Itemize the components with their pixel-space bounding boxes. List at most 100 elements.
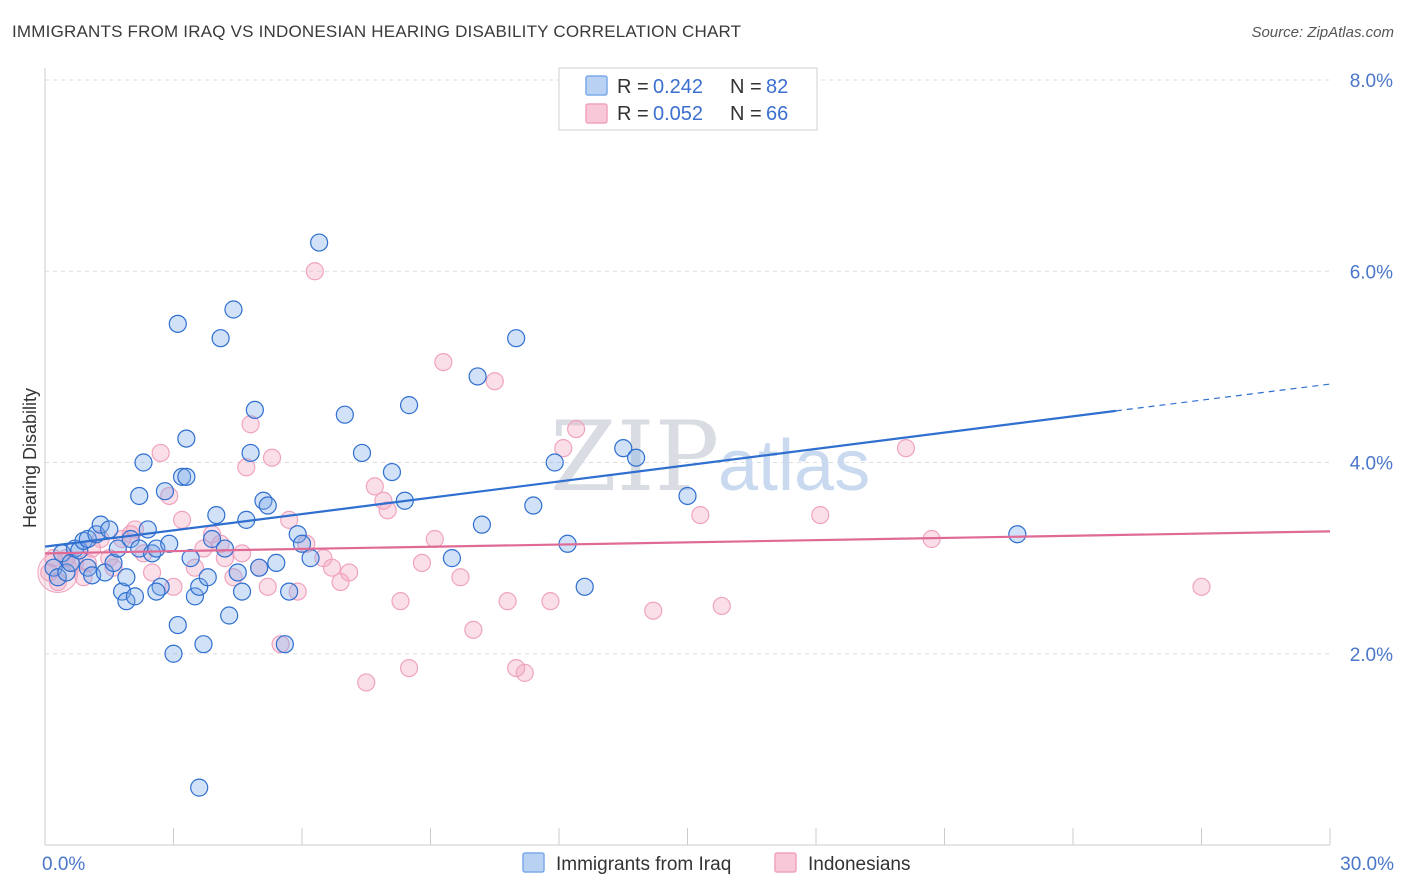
y-tick-label-6: 6.0% (1350, 262, 1393, 283)
iraq-point (224, 300, 243, 319)
iraq-point (194, 635, 213, 654)
iraq-point (207, 505, 226, 525)
iraq-point (241, 443, 260, 463)
indonesians-point (232, 544, 252, 563)
indonesians-point (391, 592, 410, 611)
legend-n-value-iraq: 82 (766, 76, 788, 98)
indonesians-point (378, 501, 397, 520)
indonesians-point (142, 563, 162, 582)
y-axis-label: Hearing Disability (20, 388, 40, 528)
iraq-point (228, 563, 247, 582)
indonesians-point (305, 262, 324, 281)
y-tick-labels: 2.0% 4.0% 6.0% 8.0% (1350, 71, 1393, 666)
iraq-point (91, 515, 110, 534)
indonesians-point (185, 558, 205, 577)
iraq-point (507, 329, 526, 348)
series-legend-swatch-indonesians[interactable] (774, 852, 797, 873)
iraq-point (160, 534, 179, 553)
indonesians-point (271, 635, 290, 654)
iraq-point (100, 520, 119, 539)
series-legend-label-indonesians[interactable]: Indonesians (808, 854, 910, 875)
indonesians-point (241, 415, 260, 434)
iraq-point (172, 467, 192, 486)
iraq-point (468, 367, 487, 386)
indonesians-point (237, 458, 256, 477)
correlation-legend: R = 0.242 N = 82 R = 0.052 N = 66 (558, 67, 818, 131)
indonesians-point (811, 505, 830, 525)
iraq-point (232, 582, 252, 601)
iraq-point (267, 553, 286, 573)
iraq-point (301, 549, 320, 568)
iraq-point (1008, 525, 1027, 544)
indonesians-point (399, 658, 419, 678)
indonesians-point (451, 568, 470, 587)
indonesians-point (104, 558, 123, 577)
indonesians-point (464, 620, 483, 639)
iraq-point (185, 587, 205, 606)
indonesians-point (262, 448, 282, 467)
iraq-point (198, 568, 217, 587)
indonesians-point (644, 601, 663, 620)
iraq-point (382, 462, 402, 482)
indonesians-point (554, 439, 573, 458)
iraq-point (614, 439, 633, 458)
legend-n-value-indonesians: 66 (766, 103, 788, 125)
legend-r-label-iraq: R = (617, 76, 649, 98)
iraq-point (310, 233, 329, 252)
series-iraq-points (44, 233, 1027, 797)
iraq-point (250, 558, 269, 577)
iraq-point (181, 549, 200, 568)
indonesians-point (172, 510, 192, 529)
iraq-point (147, 582, 166, 601)
iraq-point (117, 592, 136, 611)
iraq-point (472, 515, 491, 534)
iraq-point (177, 429, 196, 448)
iraq-point (215, 539, 234, 558)
iraq-point (117, 568, 136, 587)
indonesians-trend-line (44, 530, 1331, 555)
indonesians-point (151, 443, 170, 463)
x-tick-label-min: 0.0% (42, 854, 85, 875)
indonesians-point (896, 439, 916, 458)
legend-r-value-indonesians: 0.052 (653, 103, 703, 125)
trend-lines (44, 383, 1331, 555)
iraq-point (168, 615, 187, 635)
legend-n-label-iraq: N = (730, 76, 762, 98)
watermark-atlas: atlas (718, 426, 870, 506)
indonesians-point (498, 592, 517, 611)
iraq-point (61, 553, 80, 573)
iraq-point (275, 635, 294, 654)
series-legend: Immigrants from Iraq Indonesians (522, 852, 910, 875)
iraq-point (258, 496, 277, 515)
series-indonesians-points (37, 262, 1211, 692)
iraq-point (352, 443, 372, 463)
iraq-trend-line (44, 409, 1116, 548)
legend-r-value-iraq: 0.242 (653, 76, 703, 98)
indonesians-point (507, 658, 526, 678)
iraq-point (48, 568, 67, 587)
indonesians-point (567, 419, 586, 439)
indonesians-point (434, 352, 453, 372)
iraq-point (335, 405, 354, 424)
indonesians-point (425, 529, 444, 549)
indonesians-point (485, 372, 504, 391)
indonesians-point (365, 477, 384, 496)
indonesians-point (322, 558, 342, 577)
iraq-point (245, 400, 264, 420)
iraq-point (202, 529, 222, 549)
iraq-point (78, 529, 97, 549)
iraq-point (168, 314, 187, 333)
iraq-point (524, 496, 543, 515)
iraq-point (177, 467, 196, 486)
x-tick-marks (173, 828, 1331, 845)
iraq-point (211, 329, 230, 348)
indonesians-point (691, 505, 710, 525)
indonesians-point (164, 577, 183, 596)
indonesians-point (340, 563, 359, 582)
series-legend-swatch-iraq[interactable] (522, 852, 545, 873)
legend-n-label-indonesians: N = (730, 103, 762, 125)
iraq-point (545, 453, 564, 472)
iraq-point (442, 549, 462, 568)
series-legend-label-iraq[interactable]: Immigrants from Iraq (556, 854, 731, 875)
x-tick-label-max: 30.0% (1340, 854, 1394, 875)
